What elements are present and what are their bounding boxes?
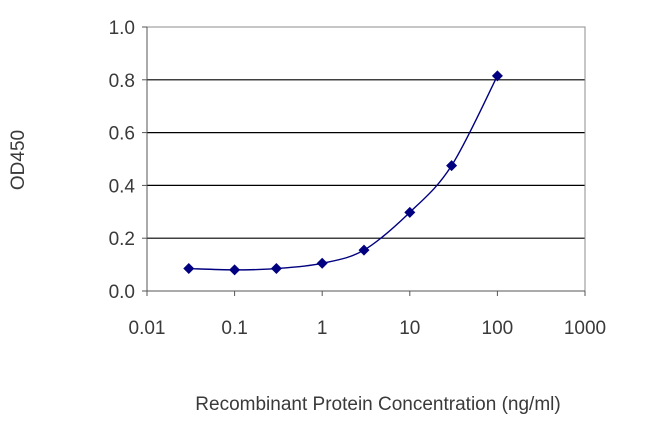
x-tick-label-5: 1000	[564, 318, 606, 339]
x-tick-label-1: 0.1	[221, 318, 247, 339]
data-point-5	[404, 206, 416, 218]
y-tick-label-0: 0.0	[109, 282, 135, 303]
data-point-7	[491, 70, 503, 82]
x-tick-label-3: 10	[399, 318, 420, 339]
x-axis-title: Recombinant Protein Concentration (ng/ml…	[195, 394, 560, 415]
tick-labels: 0.0 0.2 0.4 0.6 0.8 1.0 0.01 0.1 1 10 100 1000	[109, 18, 607, 339]
data-points	[183, 70, 503, 276]
y-tick-label-1: 0.2	[109, 229, 135, 250]
x-tick-label-4: 100	[482, 318, 514, 339]
series-fit-line	[188, 75, 499, 271]
y-axis-title: OD450	[8, 130, 29, 190]
data-point-4	[358, 244, 370, 256]
y-tick-label-3: 0.6	[109, 124, 135, 145]
grid-lines	[147, 79, 585, 239]
y-tick-label-4: 0.8	[109, 71, 135, 92]
data-point-0	[183, 263, 195, 275]
data-point-1	[229, 264, 241, 276]
axes	[142, 26, 586, 296]
y-tick-label-5: 1.0	[109, 18, 135, 39]
data-point-2	[270, 263, 282, 275]
fit-curve	[188, 75, 499, 271]
data-point-3	[316, 257, 328, 269]
x-tick-label-0: 0.01	[129, 318, 166, 339]
x-tick-label-2: 1	[317, 318, 328, 339]
y-tick-label-2: 0.4	[109, 176, 136, 197]
data-point-6	[446, 160, 458, 172]
